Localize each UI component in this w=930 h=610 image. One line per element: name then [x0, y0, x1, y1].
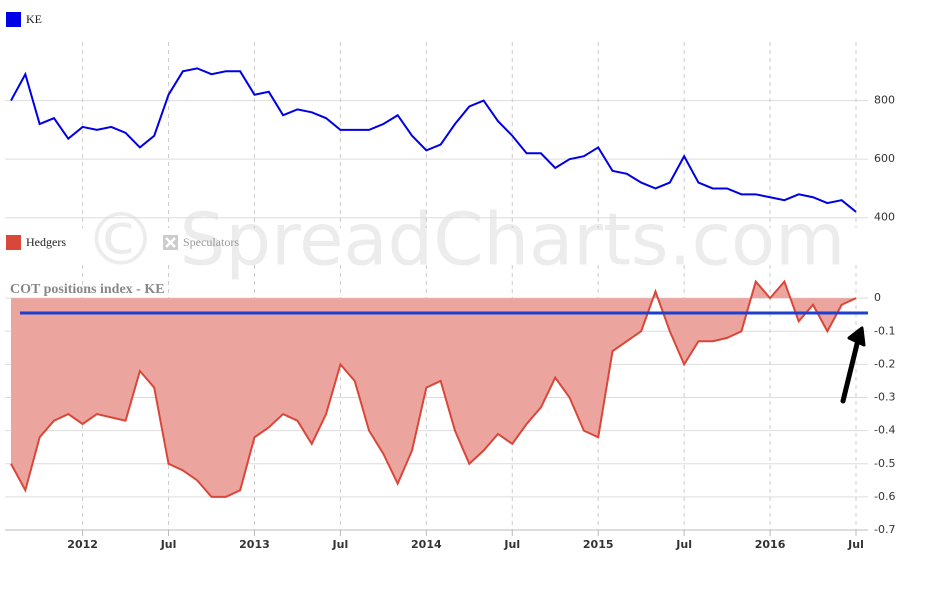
area-fill [11, 281, 856, 497]
legend-label[interactable]: Hedgers [26, 235, 66, 249]
area-line [10, 279, 857, 498]
x-tick-label: 2013 [239, 538, 270, 551]
arrow-head [847, 326, 866, 347]
y-tick-label: -0.4 [874, 424, 895, 437]
legend-label[interactable]: KE [26, 12, 42, 26]
legend-label-inactive[interactable]: Speculators [183, 235, 239, 249]
x-tick-label: Jul [332, 538, 349, 551]
y-tick-label: 600 [874, 152, 895, 165]
line-series [10, 67, 857, 213]
y-tick-label: -0.1 [874, 324, 895, 337]
panel-title: COT positions index - KE [10, 282, 165, 297]
x-tick-label: 2014 [411, 538, 442, 551]
x-tick-label: Jul [675, 538, 692, 551]
y-tick-label: -0.3 [874, 391, 895, 404]
legend-swatch [6, 235, 21, 250]
watermark: © SpreadCharts.com [85, 198, 845, 282]
x-tick-label: 2015 [583, 538, 614, 551]
arrow [840, 337, 861, 404]
y-tick-label: 800 [874, 94, 895, 107]
x-tick-label: 2016 [755, 538, 786, 551]
legend-x-icon [165, 237, 176, 248]
y-tick-label: -0.6 [874, 490, 895, 503]
y-tick-label: 0 [874, 291, 881, 304]
x-tick-label: 2012 [67, 538, 98, 551]
legend-swatch [6, 12, 21, 27]
x-tick-label: Jul [160, 538, 177, 551]
y-tick-label: -0.7 [874, 523, 895, 536]
x-tick-label: Jul [847, 538, 864, 551]
x-tick-label: Jul [503, 538, 520, 551]
y-tick-label: -0.2 [874, 357, 895, 370]
y-tick-label: -0.5 [874, 457, 895, 470]
y-tick-label: 400 [874, 211, 895, 224]
